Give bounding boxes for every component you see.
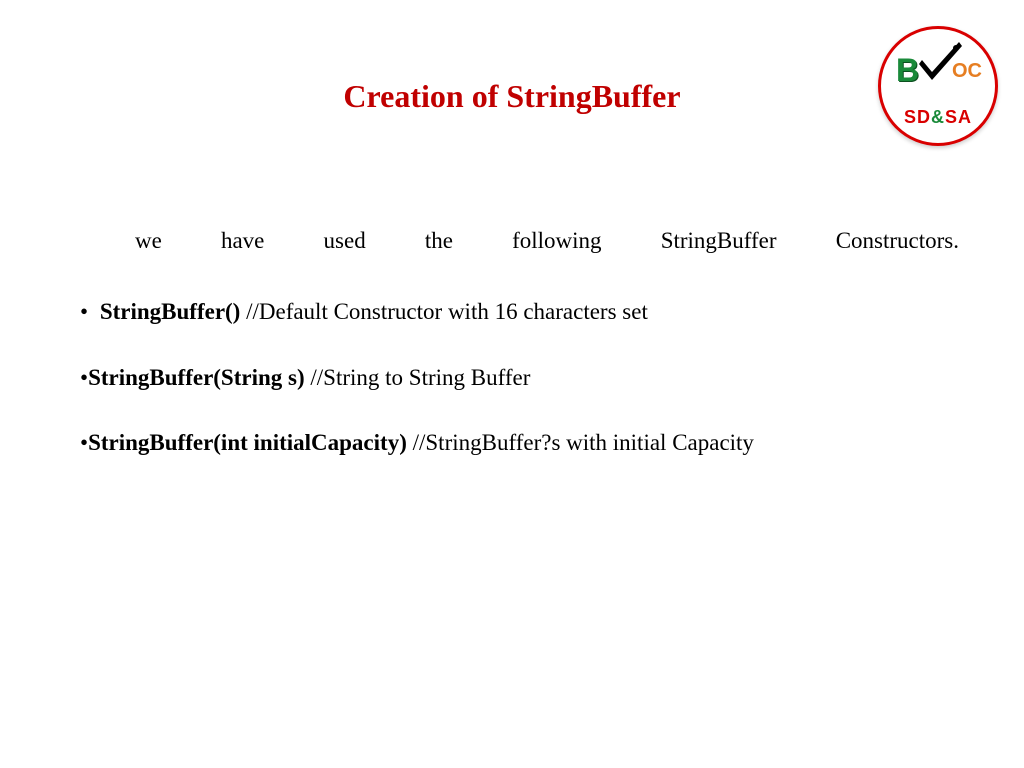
logo-sd: SD <box>904 107 931 127</box>
bullet-marker: • <box>80 365 88 390</box>
bullet-description: //StringBuffer?s with initial Capacity <box>413 430 754 455</box>
logo-letters-oc: OC <box>952 60 982 83</box>
logo-ampersand: & <box>931 107 945 127</box>
intro-text: we have used the following StringBuffer … <box>80 228 964 254</box>
bullet-bold: StringBuffer() <box>100 299 246 324</box>
logo-brand-text: SD&SA <box>886 107 990 128</box>
bullet-item: • StringBuffer() //Default Constructor w… <box>80 298 964 326</box>
bullet-bold: StringBuffer(String s) <box>88 365 310 390</box>
logo-letter-b: B <box>896 52 919 89</box>
slide-content: we have used the following StringBuffer … <box>80 228 964 495</box>
bullet-marker: • <box>80 299 88 324</box>
logo-circle: B OC SD&SA <box>878 26 998 146</box>
brand-logo: B OC SD&SA <box>878 26 998 146</box>
logo-content: B OC SD&SA <box>886 34 990 138</box>
bullet-item: •StringBuffer(int initialCapacity) //Str… <box>80 429 964 457</box>
bullet-description: //String to String Buffer <box>310 365 530 390</box>
bullet-description: //Default Constructor with 16 characters… <box>246 299 648 324</box>
bullet-bold: StringBuffer(int initialCapacity) <box>88 430 413 455</box>
logo-sa: SA <box>945 107 972 127</box>
slide-title: Creation of StringBuffer <box>0 78 1024 115</box>
bullet-item: •StringBuffer(String s) //String to Stri… <box>80 364 964 392</box>
bullet-marker: • <box>80 430 88 455</box>
